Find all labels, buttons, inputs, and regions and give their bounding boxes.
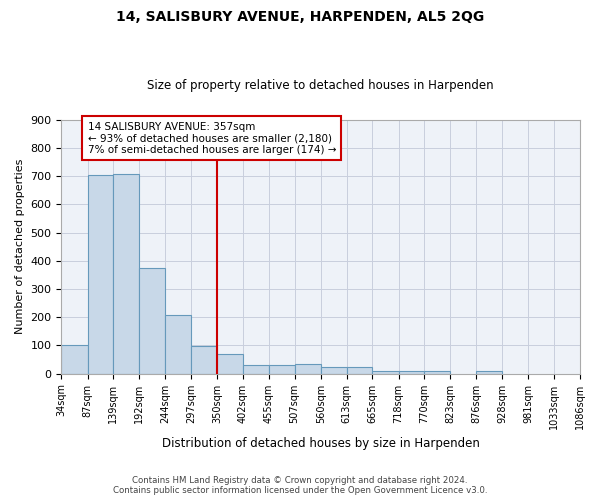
Bar <box>269 364 295 374</box>
Bar <box>398 371 424 374</box>
Bar <box>165 315 191 374</box>
Bar <box>321 368 347 374</box>
Bar <box>139 268 165 374</box>
Bar <box>191 346 217 374</box>
Title: Size of property relative to detached houses in Harpenden: Size of property relative to detached ho… <box>148 79 494 92</box>
Bar <box>424 371 451 374</box>
Bar <box>476 371 502 374</box>
Bar <box>295 364 321 374</box>
Bar <box>61 346 88 374</box>
Text: Contains HM Land Registry data © Crown copyright and database right 2024.
Contai: Contains HM Land Registry data © Crown c… <box>113 476 487 495</box>
X-axis label: Distribution of detached houses by size in Harpenden: Distribution of detached houses by size … <box>162 437 479 450</box>
Y-axis label: Number of detached properties: Number of detached properties <box>15 159 25 334</box>
Text: 14, SALISBURY AVENUE, HARPENDEN, AL5 2QG: 14, SALISBURY AVENUE, HARPENDEN, AL5 2QG <box>116 10 484 24</box>
Bar <box>88 174 113 374</box>
Bar <box>373 371 398 374</box>
Bar <box>347 367 373 374</box>
Bar <box>217 354 243 374</box>
Text: 14 SALISBURY AVENUE: 357sqm
← 93% of detached houses are smaller (2,180)
7% of s: 14 SALISBURY AVENUE: 357sqm ← 93% of det… <box>88 122 336 154</box>
Bar <box>243 364 269 374</box>
Bar <box>113 174 139 374</box>
